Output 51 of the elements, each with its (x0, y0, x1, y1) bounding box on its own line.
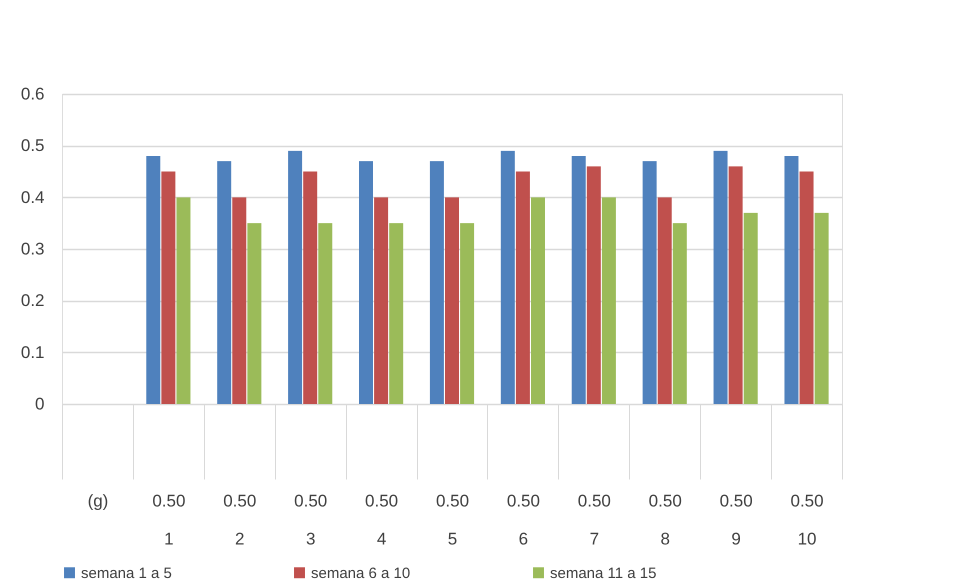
bar (500, 150, 515, 404)
bar (530, 197, 545, 404)
bar (460, 223, 474, 404)
bar (318, 223, 332, 404)
bar (445, 197, 459, 404)
x-tick-label: 0.50 9 (720, 492, 753, 548)
x-tick-label: 0.50 4 (365, 492, 398, 548)
x-tick-label: 0.50 1 (152, 492, 186, 548)
bar (744, 212, 758, 404)
y-tick-label: 0 (35, 394, 44, 414)
y-tick-label: 0.3 (20, 240, 44, 258)
x-tick-label: 0.50 2 (223, 492, 256, 548)
bar (176, 197, 190, 404)
legend-label: semana 11 a 15 (550, 564, 656, 579)
y-tick-label: 0.6 (20, 84, 44, 104)
bar (359, 161, 374, 404)
bar (814, 212, 829, 404)
bar (247, 223, 262, 404)
bar (516, 172, 530, 404)
bar (217, 161, 232, 404)
bar (232, 197, 246, 404)
bar (784, 156, 798, 404)
bar (572, 156, 586, 404)
bar (161, 172, 176, 404)
legend-label: semana 1 a 5 (81, 564, 172, 579)
x-tick-label: 0.50 6 (506, 492, 540, 548)
bar (714, 150, 728, 404)
bar (303, 172, 318, 404)
x-tick-label: 0.50 8 (648, 492, 682, 548)
y-tick-label: 0.5 (20, 136, 44, 156)
bar (389, 223, 404, 404)
y-tick-label: 0.2 (20, 291, 44, 310)
x-tick-label: 0.50 7 (578, 492, 611, 548)
x-tick-label: (g) (88, 492, 108, 510)
bar (430, 161, 444, 404)
bar (800, 172, 814, 404)
bar (374, 197, 388, 404)
legend-label: semana 6 a 10 (311, 564, 410, 579)
y-tick-label: 0.1 (20, 342, 44, 362)
bar (602, 197, 616, 404)
bar (146, 156, 160, 404)
bar (288, 150, 302, 404)
bar (586, 166, 601, 404)
bar (658, 197, 672, 404)
x-tick-label: 0.50 5 (436, 492, 470, 548)
bar (672, 223, 687, 404)
bar (728, 166, 743, 404)
x-tick-label: 0.50 10 (790, 492, 824, 548)
y-tick-label: 0.4 (20, 188, 44, 207)
bar (642, 161, 657, 404)
x-tick-label: 0.50 3 (294, 492, 328, 548)
